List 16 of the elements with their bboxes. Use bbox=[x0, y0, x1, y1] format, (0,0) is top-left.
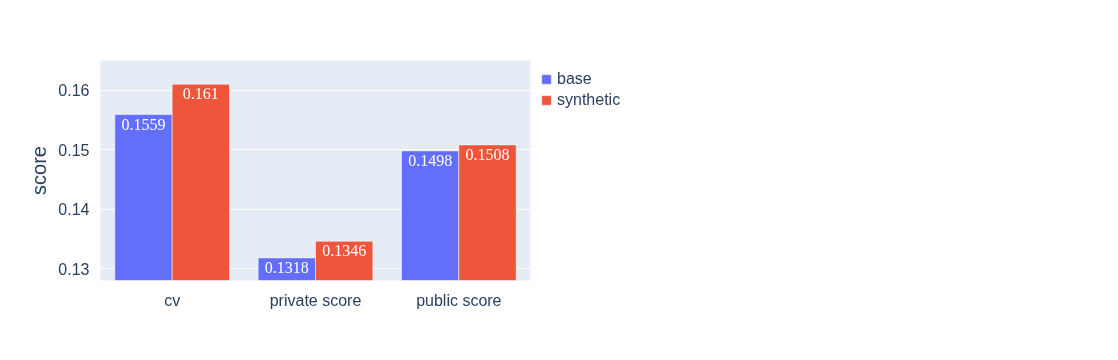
x-tick-label: cv bbox=[164, 291, 181, 309]
data-label: 0.1318 bbox=[264, 258, 309, 276]
data-label: 0.1498 bbox=[408, 151, 453, 169]
legend-label: base bbox=[557, 70, 592, 88]
y-tick-label: 0.16 bbox=[58, 82, 90, 100]
data-label: 0.1559 bbox=[121, 115, 166, 133]
y-tick-label: 0.15 bbox=[58, 141, 90, 159]
data-label: 0.161 bbox=[182, 85, 219, 103]
y-tick-label: 0.13 bbox=[58, 260, 90, 278]
data-label: 0.1508 bbox=[465, 145, 510, 163]
y-axis-title: score bbox=[28, 146, 51, 195]
y-tick-label: 0.14 bbox=[58, 201, 90, 219]
x-tick-label: private score bbox=[269, 291, 362, 309]
legend-label: synthetic bbox=[557, 91, 621, 109]
x-tick-label: public score bbox=[416, 291, 502, 309]
data-label: 0.1346 bbox=[322, 242, 367, 260]
